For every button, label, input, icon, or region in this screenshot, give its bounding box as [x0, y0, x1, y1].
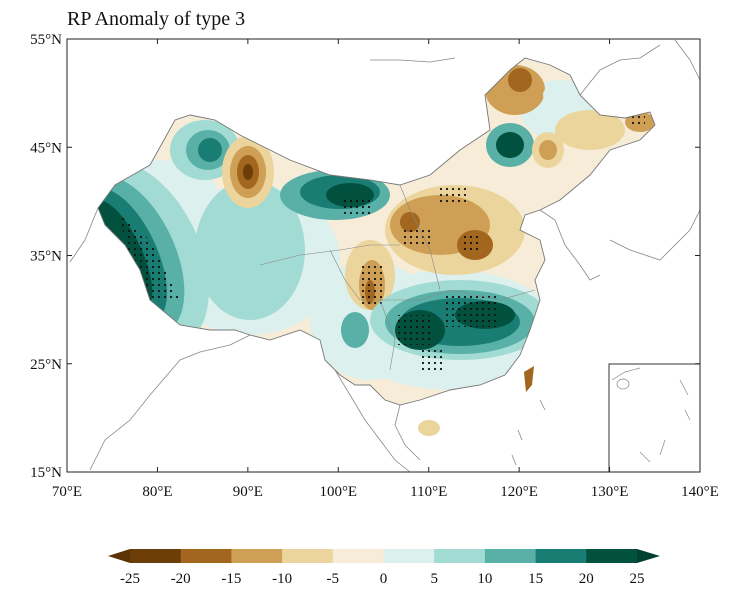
- country-borders: [69, 39, 701, 473]
- colorbar-segment: [180, 549, 232, 563]
- colorbar-tick-label: -20: [171, 571, 191, 587]
- colorbar-segment: [535, 549, 587, 563]
- colorbar-tick-label: -25: [120, 571, 140, 587]
- colorbar-segment: [130, 549, 182, 563]
- colorbar-segment: [434, 549, 486, 563]
- colorbar-segment: [332, 549, 384, 563]
- colorbar-segment: [586, 549, 638, 563]
- lat-tick-label: 55°N: [30, 32, 62, 48]
- lon-tick-label: 120°E: [500, 484, 538, 500]
- lon-tick-label: 100°E: [319, 484, 357, 500]
- lon-tick-label: 130°E: [591, 484, 629, 500]
- colorbar-tick-label: 5: [430, 571, 438, 587]
- colorbar-tick-label: 20: [579, 571, 594, 587]
- colorbar-over-arrow: [637, 549, 660, 563]
- lon-tick-label: 80°E: [142, 484, 172, 500]
- colorbar-under-arrow: [108, 549, 130, 563]
- colorbar-tick-label: -10: [272, 571, 292, 587]
- lat-tick-label: 25°N: [30, 357, 62, 373]
- colorbar-segment: [383, 549, 435, 563]
- colorbar: -25 -20 -15 -10 -5 0 5 10 15 20 25: [108, 549, 660, 587]
- inset-coastline: [611, 367, 691, 463]
- lon-tick-label: 140°E: [681, 484, 719, 500]
- lon-tick-label: 90°E: [233, 484, 263, 500]
- lat-tick-label: 15°N: [30, 465, 62, 481]
- colorbar-segment: [282, 549, 334, 563]
- colorbar-tick-label: -15: [221, 571, 241, 587]
- china-outline: [97, 57, 656, 406]
- lat-tick-label: 45°N: [30, 140, 62, 156]
- colorbar-tick-label: -5: [327, 571, 340, 587]
- anomaly-field: [98, 58, 655, 436]
- province-borders: [259, 184, 536, 371]
- lat-tick-label: 35°N: [30, 249, 62, 265]
- colorbar-tick-label: 25: [630, 571, 645, 587]
- lon-tick-label: 70°E: [52, 484, 82, 500]
- axis-ticks: [66, 38, 701, 473]
- colorbar-tick-label: 15: [528, 571, 543, 587]
- significance-stippling: [120, 115, 645, 370]
- map-title: RP Anomaly of type 3: [67, 8, 246, 30]
- colorbar-tick-label: 10: [477, 571, 492, 587]
- colorbar-segment: [484, 549, 537, 563]
- colorbar-segment: [231, 549, 283, 563]
- south-china-sea-inset: [608, 363, 701, 473]
- colorbar-tick-label: 0: [380, 571, 388, 587]
- lon-tick-label: 110°E: [410, 484, 447, 500]
